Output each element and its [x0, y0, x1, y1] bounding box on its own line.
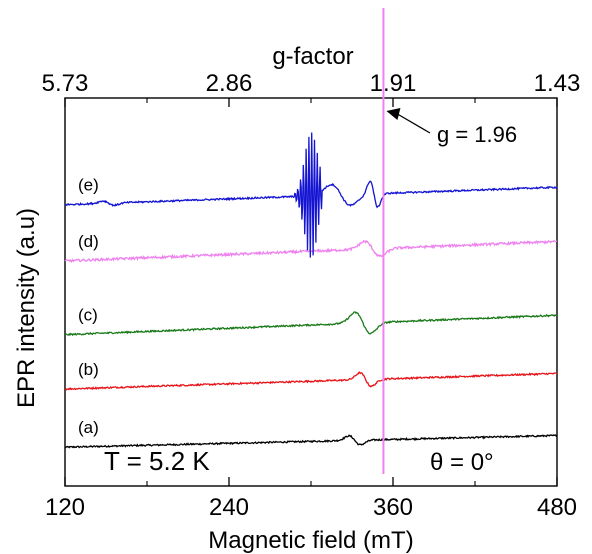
- series-label-d: (d): [78, 232, 99, 251]
- series-group: [64, 132, 558, 449]
- series-label-c: (c): [78, 306, 98, 325]
- x-tick-label: 240: [209, 494, 249, 521]
- top-axis: 5.73 2.86 1.91 1.43: [42, 70, 581, 107]
- x-axis-title: Magnetic field (mT): [208, 527, 413, 554]
- annotation-arrow: [397, 113, 431, 134]
- x-tick-label: 360: [373, 494, 413, 521]
- temperature-label: T = 5.2 K: [104, 446, 210, 476]
- x-tick-label: 120: [45, 494, 85, 521]
- series-line-c: [64, 311, 558, 337]
- series-line-b: [65, 371, 558, 391]
- series-line-e: [64, 132, 558, 258]
- top-tick-label: 1.91: [370, 70, 417, 97]
- top-tick-label: 5.73: [42, 70, 89, 97]
- y-axis-title: EPR intensity (a.u): [13, 208, 40, 408]
- angle-label: θ = 0°: [430, 449, 494, 476]
- top-tick-label: 2.86: [206, 70, 253, 97]
- x-tick-label: 480: [537, 494, 577, 521]
- series-label-a: (a): [78, 418, 99, 437]
- bottom-axis: 120 240 360 480: [45, 477, 577, 521]
- series-line-a: [64, 434, 557, 449]
- series-label-e: (e): [78, 176, 99, 195]
- g-value-annotation: g = 1.96: [386, 108, 517, 147]
- series-labels: (a) (b) (c) (d) (e): [78, 176, 99, 438]
- top-axis-title: g-factor: [272, 43, 353, 70]
- arrow-head-icon: [386, 108, 401, 120]
- g-value-label: g = 1.96: [437, 122, 517, 147]
- top-tick-label: 1.43: [534, 70, 581, 97]
- series-label-b: (b): [78, 360, 99, 379]
